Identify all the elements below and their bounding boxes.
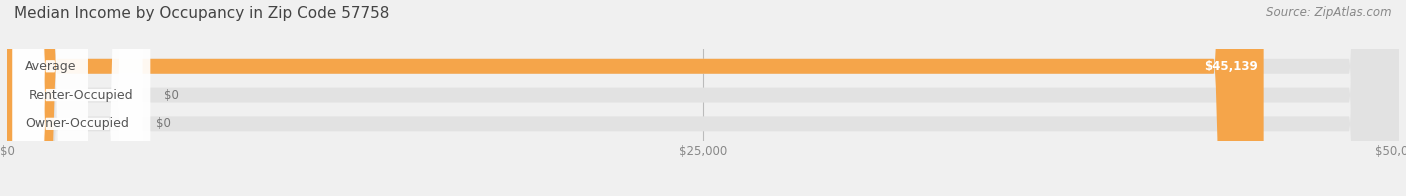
Text: $0: $0 [156,117,172,130]
Text: Owner-Occupied: Owner-Occupied [25,117,129,130]
FancyBboxPatch shape [7,0,28,196]
Text: $0: $0 [165,89,179,102]
Text: Renter-Occupied: Renter-Occupied [30,89,134,102]
FancyBboxPatch shape [7,0,1399,196]
Text: Source: ZipAtlas.com: Source: ZipAtlas.com [1267,6,1392,19]
Text: Median Income by Occupancy in Zip Code 57758: Median Income by Occupancy in Zip Code 5… [14,6,389,21]
Text: Average: Average [24,60,76,73]
FancyBboxPatch shape [13,0,150,196]
Text: $45,139: $45,139 [1205,60,1258,73]
FancyBboxPatch shape [13,0,142,196]
FancyBboxPatch shape [7,0,28,196]
FancyBboxPatch shape [7,0,1399,196]
FancyBboxPatch shape [7,0,1399,196]
FancyBboxPatch shape [13,0,89,196]
FancyBboxPatch shape [7,0,1264,196]
